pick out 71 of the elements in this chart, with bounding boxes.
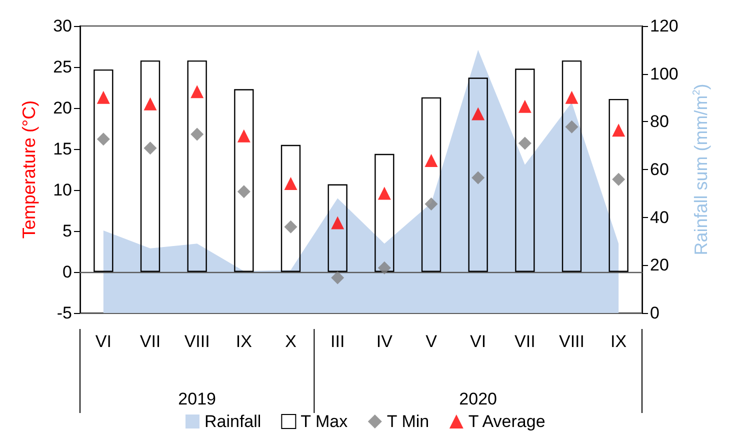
y2-tick-label: 120 [650,16,678,36]
legend-label: T Average [468,412,546,431]
bar [328,184,348,272]
point [378,261,391,274]
point [518,136,532,150]
x-tick-label: VII [140,332,161,351]
point [518,100,532,113]
y-tick-label: 30 [53,16,72,36]
point [612,172,626,186]
point [190,128,204,141]
bar [562,60,582,272]
point [190,85,204,98]
y2-tick-label: 20 [650,256,669,275]
y2-tick-label: 0 [650,304,660,322]
x-tick-label: IX [610,332,627,351]
x-tick-label: IX [236,332,252,351]
legend-label: T Max [300,412,348,431]
point [378,186,391,200]
x-tick-label: VI [95,332,112,351]
point [424,197,438,210]
x-tick-label: VIII [184,332,210,351]
text: 2020 [459,390,497,408]
bar [280,144,301,272]
point [612,124,626,137]
point [472,171,485,184]
y-tick-label: 15 [53,140,72,158]
point [237,129,250,142]
text: 2019 [178,390,216,408]
point [284,220,298,234]
point [424,154,438,167]
y2-axis-title: Rainfall sum (mm/m2) [691,84,711,256]
y-axis-title: Temperature (°C) [19,100,39,239]
bar [374,154,394,272]
y2-tick-label: 60 [650,160,669,179]
point [331,271,344,284]
y-tick-label: 10 [53,180,72,200]
point [144,142,157,155]
bar [515,68,535,272]
point [565,90,578,104]
point [284,176,298,190]
point [472,107,485,120]
point [96,90,110,104]
x-tick-label: V [426,332,438,351]
x-tick-label: X [285,332,296,351]
y2-tick-label: 80 [650,112,669,132]
point [565,120,578,134]
y2-tick-label: 100 [650,64,678,84]
x-tick-label: III [330,332,345,351]
y-tick-label: 25 [53,58,72,76]
bar [468,78,488,272]
bar [234,89,254,272]
bar [187,60,207,272]
y-tick-label: 5 [62,222,72,240]
bar [608,98,628,272]
bar [94,69,114,272]
x-tick-label: IV [376,332,394,351]
legend-label: T Min [386,412,430,431]
y-tick-label: -5 [56,304,72,322]
bar [140,60,160,272]
point [144,97,157,110]
y-tick-label: 0 [62,262,72,282]
point [96,132,110,146]
point [237,185,250,198]
legend-label: Rainfall [204,412,262,431]
x-tick-label: VII [514,332,536,351]
y2-tick-label: 40 [650,208,669,227]
bar [421,97,442,272]
point [331,216,344,230]
x-tick-label: VI [470,332,486,351]
x-tick-label: VIII [558,332,585,351]
y-tick-label: 20 [53,98,72,118]
